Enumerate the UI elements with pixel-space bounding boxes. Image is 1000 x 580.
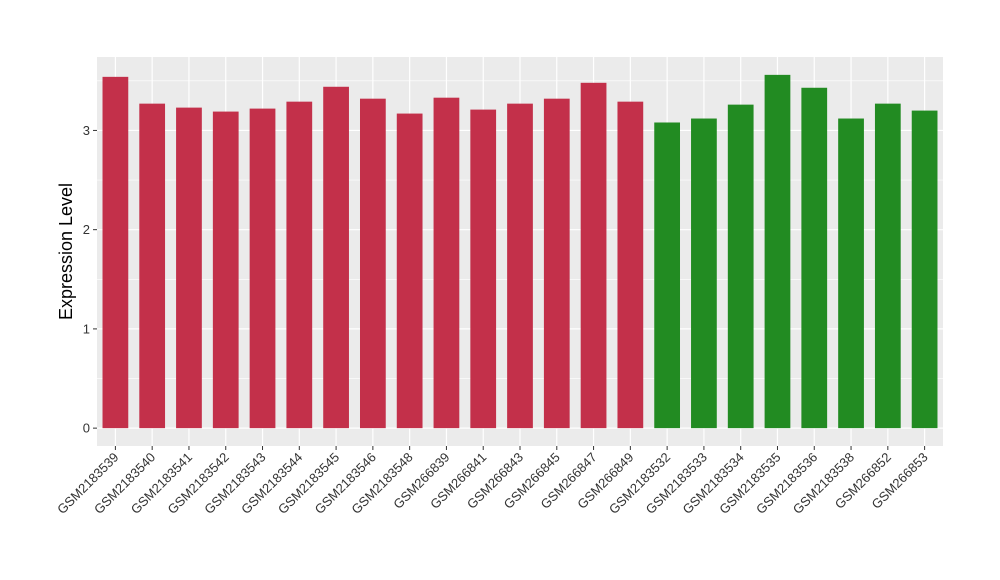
y-tick-label: 3 (83, 123, 90, 138)
bars (102, 74, 938, 429)
bar-GSM2183533 (691, 118, 717, 429)
bar-GSM266852 (874, 103, 901, 429)
bar-GSM2183548 (396, 113, 423, 429)
bar-GSM266853 (911, 110, 938, 429)
y-tick-label: 1 (83, 321, 90, 336)
y-tick-label: 0 (83, 421, 90, 436)
bar-GSM2183536 (801, 87, 828, 429)
bar-GSM266843 (507, 103, 533, 429)
bar-GSM266845 (543, 98, 570, 429)
bar-GSM266849 (617, 101, 644, 429)
bar-GSM266839 (433, 97, 460, 429)
bar-GSM2183544 (286, 101, 313, 429)
bar-GSM2183541 (176, 107, 202, 429)
x-axis: GSM2183539GSM2183540GSM2183541GSM2183542… (54, 446, 931, 517)
y-axis-title: Expression Level (56, 183, 76, 320)
bar-GSM2183535 (764, 74, 791, 429)
y-axis: 0 1 2 3 (83, 123, 97, 436)
bar-GSM2183539 (102, 76, 129, 429)
bar-GSM2183540 (139, 103, 166, 429)
bar-GSM2183543 (249, 108, 276, 429)
y-tick-label: 2 (83, 222, 90, 237)
bar-GSM2183532 (654, 122, 681, 429)
bar-GSM2183538 (838, 118, 864, 429)
bar-GSM2183534 (727, 104, 754, 429)
bar-GSM2183546 (359, 98, 386, 429)
bar-GSM266841 (470, 109, 497, 429)
bar-GSM266847 (580, 82, 607, 429)
bar-GSM2183545 (323, 86, 349, 429)
bar-GSM2183542 (212, 111, 239, 429)
